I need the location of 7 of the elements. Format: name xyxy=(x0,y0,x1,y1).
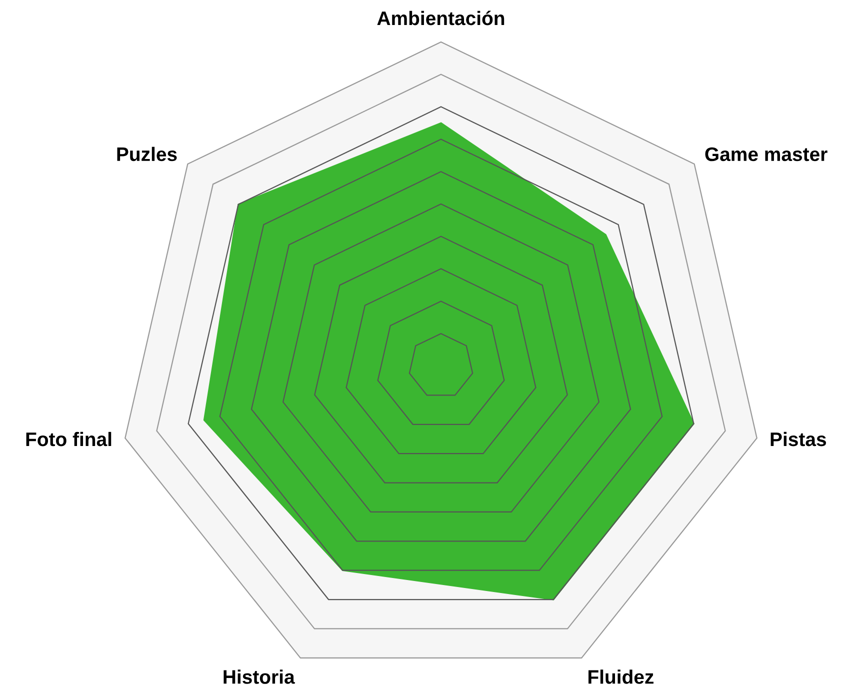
spoke-label: Historia xyxy=(224,670,295,684)
spoke-label: Pistas xyxy=(770,432,826,446)
spoke-label: Game master xyxy=(705,147,828,162)
spoke-label: Foto final xyxy=(26,432,112,446)
spoke-label: Ambientación xyxy=(377,10,504,26)
spoke-label: Fluidez xyxy=(588,670,654,684)
spoke-label: Puzles xyxy=(117,146,177,162)
